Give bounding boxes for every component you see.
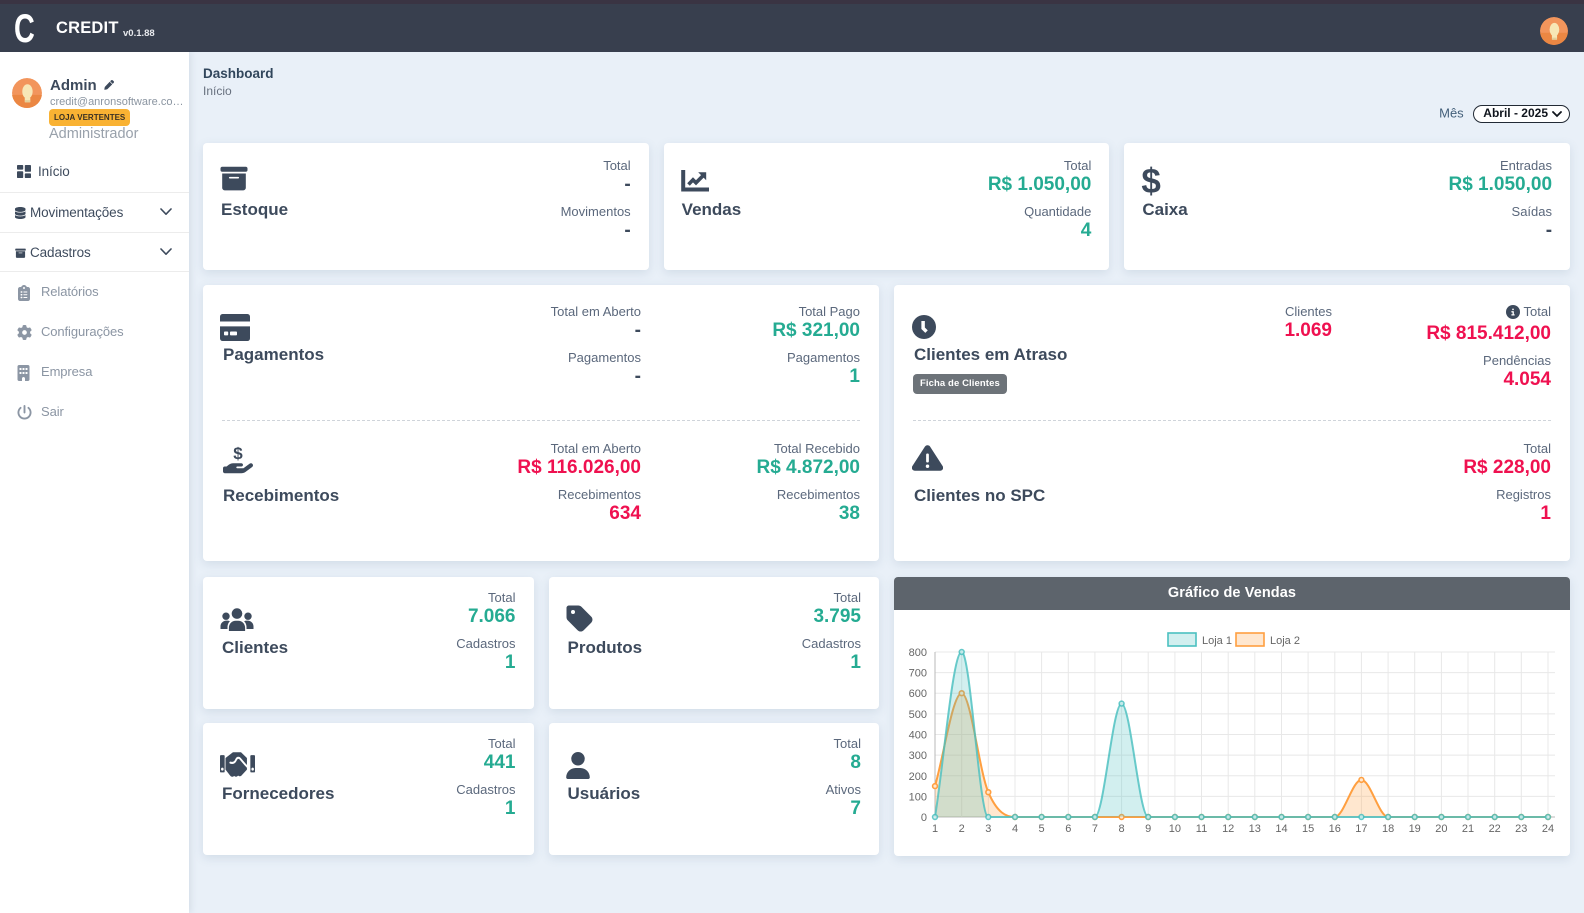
svg-text:600: 600 [909, 688, 927, 700]
svg-text:14: 14 [1275, 823, 1287, 835]
svg-text:24: 24 [1542, 823, 1554, 835]
svg-text:300: 300 [909, 750, 927, 762]
svg-text:10: 10 [1169, 823, 1181, 835]
svg-text:Loja 2: Loja 2 [1270, 635, 1300, 647]
svg-text:19: 19 [1409, 823, 1421, 835]
svg-text:7: 7 [1092, 823, 1098, 835]
svg-text:200: 200 [909, 771, 927, 783]
svg-text:0: 0 [921, 812, 927, 824]
svg-text:15: 15 [1302, 823, 1314, 835]
svg-text:23: 23 [1515, 823, 1527, 835]
svg-text:1: 1 [932, 823, 938, 835]
svg-text:2: 2 [959, 823, 965, 835]
svg-text:6: 6 [1065, 823, 1071, 835]
svg-text:13: 13 [1249, 823, 1261, 835]
svg-text:12: 12 [1222, 823, 1234, 835]
svg-text:20: 20 [1435, 823, 1447, 835]
svg-text:3: 3 [985, 823, 991, 835]
svg-text:5: 5 [1039, 823, 1045, 835]
svg-text:100: 100 [909, 791, 927, 803]
svg-text:800: 800 [909, 647, 927, 659]
svg-text:22: 22 [1489, 823, 1501, 835]
svg-text:8: 8 [1119, 823, 1125, 835]
svg-text:Loja 1: Loja 1 [1202, 635, 1232, 647]
svg-text:400: 400 [909, 730, 927, 742]
svg-text:11: 11 [1196, 823, 1207, 835]
svg-text:16: 16 [1329, 823, 1341, 835]
svg-text:21: 21 [1462, 823, 1474, 835]
svg-text:17: 17 [1355, 823, 1367, 835]
svg-text:9: 9 [1145, 823, 1151, 835]
svg-text:4: 4 [1012, 823, 1018, 835]
svg-text:18: 18 [1382, 823, 1394, 835]
svg-text:700: 700 [909, 668, 927, 680]
svg-text:500: 500 [909, 709, 927, 721]
